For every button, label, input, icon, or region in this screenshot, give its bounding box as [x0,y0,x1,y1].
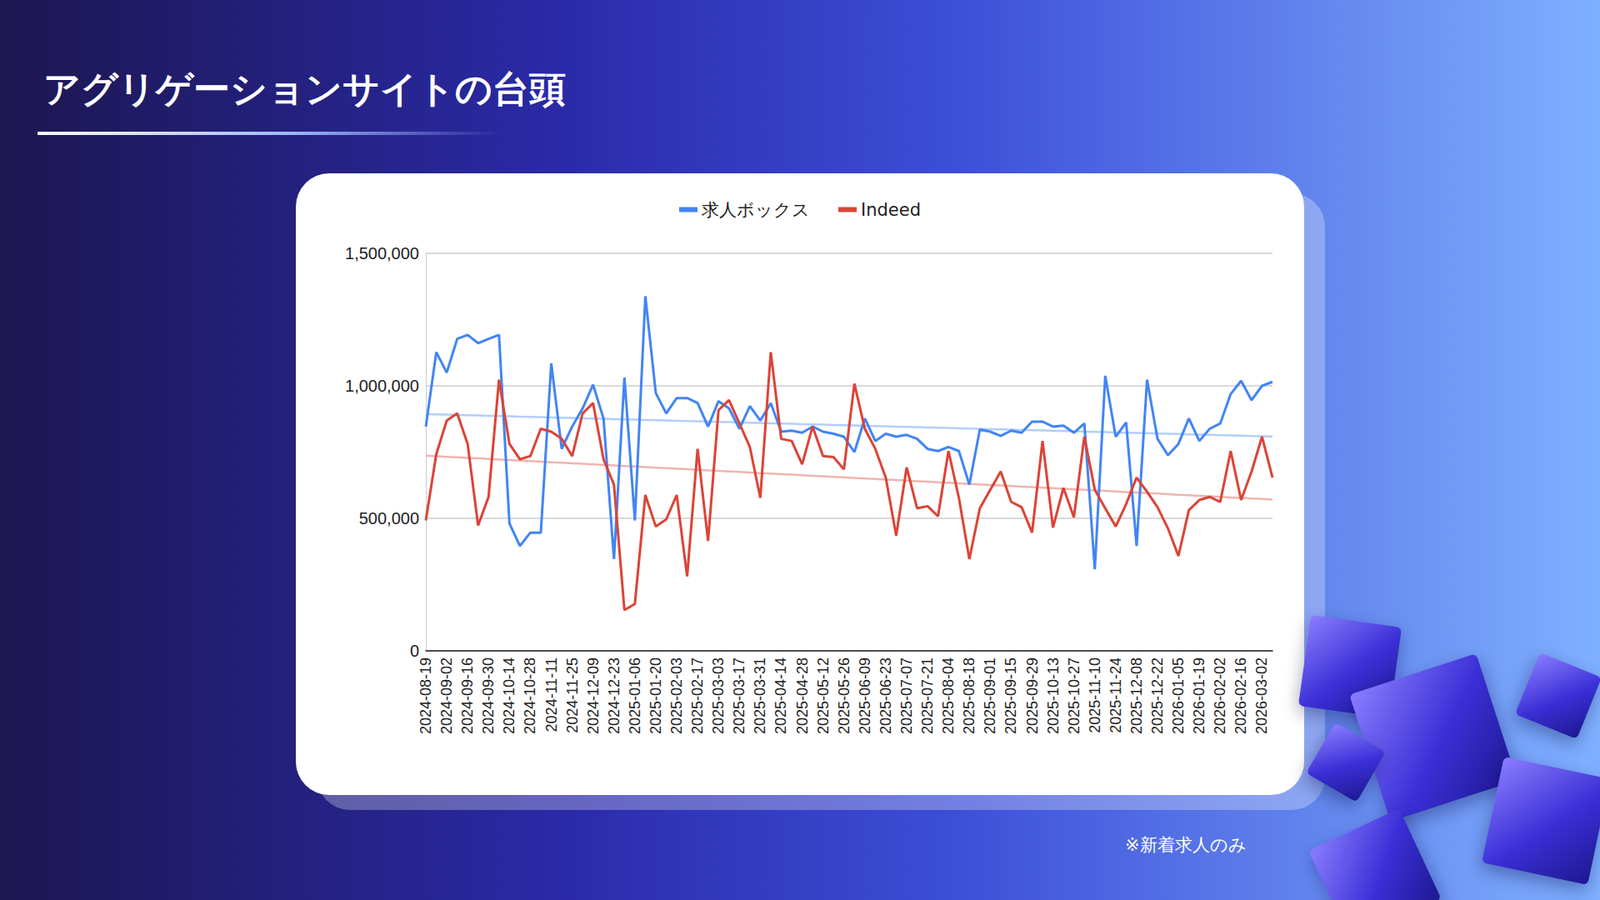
svg-text:2025-06-09: 2025-06-09 [856,657,874,735]
svg-text:2024-12-09: 2024-12-09 [585,657,602,735]
svg-text:2025-10-13: 2025-10-13 [1045,657,1062,735]
html-text:※新着求人のみ: ※新着求人のみ [1125,835,1247,855]
svg-text:2026-02-16: 2026-02-16 [1232,657,1250,735]
svg-text:2025-01-06: 2025-01-06 [626,657,644,735]
svg-text:2025-11-10: 2025-11-10 [1086,657,1104,734]
svg-text:Indeed: Indeed [860,200,921,220]
svg-text:2025-05-26: 2025-05-26 [835,657,853,735]
svg-text:2025-05-12: 2025-05-12 [815,657,832,735]
svg-text:2025-11-24: 2025-11-24 [1107,657,1125,734]
svg-text:2025-06-23: 2025-06-23 [877,657,895,735]
svg-text:2025-12-22: 2025-12-22 [1149,657,1166,735]
svg-text:2025-10-27: 2025-10-27 [1065,657,1083,735]
svg-text:2024-11-25: 2024-11-25 [564,657,581,734]
svg-text:2025-12-08: 2025-12-08 [1128,657,1145,735]
svg-text:2024-10-14: 2024-10-14 [500,657,518,735]
svg-text:2025-04-28: 2025-04-28 [794,657,811,735]
svg-text:2025-07-07: 2025-07-07 [898,657,915,735]
svg-text:0: 0 [410,641,420,660]
svg-text:2024-08-19: 2024-08-19 [417,657,435,735]
svg-text:2025-04-14: 2025-04-14 [772,657,790,735]
svg-text:2026-03-02: 2026-03-02 [1253,657,1270,735]
svg-text:2025-08-18: 2025-08-18 [960,657,978,735]
svg-text:2025-09-01: 2025-09-01 [981,657,999,735]
svg-text:求人ボックス: 求人ボックス [701,200,810,220]
svg-text:2024-09-16: 2024-09-16 [459,657,476,735]
svg-text:2025-02-17: 2025-02-17 [689,657,706,735]
svg-text:500,000: 500,000 [359,509,420,528]
svg-text:2024-09-02: 2024-09-02 [438,657,455,735]
svg-text:2024-09-30: 2024-09-30 [480,657,497,735]
svg-text:2024-10-28: 2024-10-28 [521,657,539,735]
svg-text:2024-12-23: 2024-12-23 [605,657,623,735]
svg-text:2026-02-02: 2026-02-02 [1211,657,1229,735]
svg-text:2025-09-15: 2025-09-15 [1002,657,1020,735]
svg-text:2025-01-20: 2025-01-20 [647,657,665,735]
svg-text:2024-11-11: 2024-11-11 [543,657,560,732]
svg-text:2025-03-17: 2025-03-17 [730,657,748,735]
svg-text:2025-03-03: 2025-03-03 [710,657,727,735]
svg-text:2025-07-21: 2025-07-21 [919,657,936,735]
svg-text:1,000,000: 1,000,000 [345,376,420,395]
svg-text:2026-01-19: 2026-01-19 [1190,657,1208,735]
svg-text:2026-01-05: 2026-01-05 [1170,657,1187,735]
svg-text:1,500,000: 1,500,000 [345,244,420,263]
svg-text:2025-03-31: 2025-03-31 [751,657,769,735]
html-text:アグリゲーションサイトの台頭: アグリゲーションサイトの台頭 [43,67,566,110]
svg-text:2025-09-29: 2025-09-29 [1024,657,1041,735]
svg-text:2025-08-04: 2025-08-04 [940,657,957,735]
svg-text:2025-02-03: 2025-02-03 [668,657,685,735]
